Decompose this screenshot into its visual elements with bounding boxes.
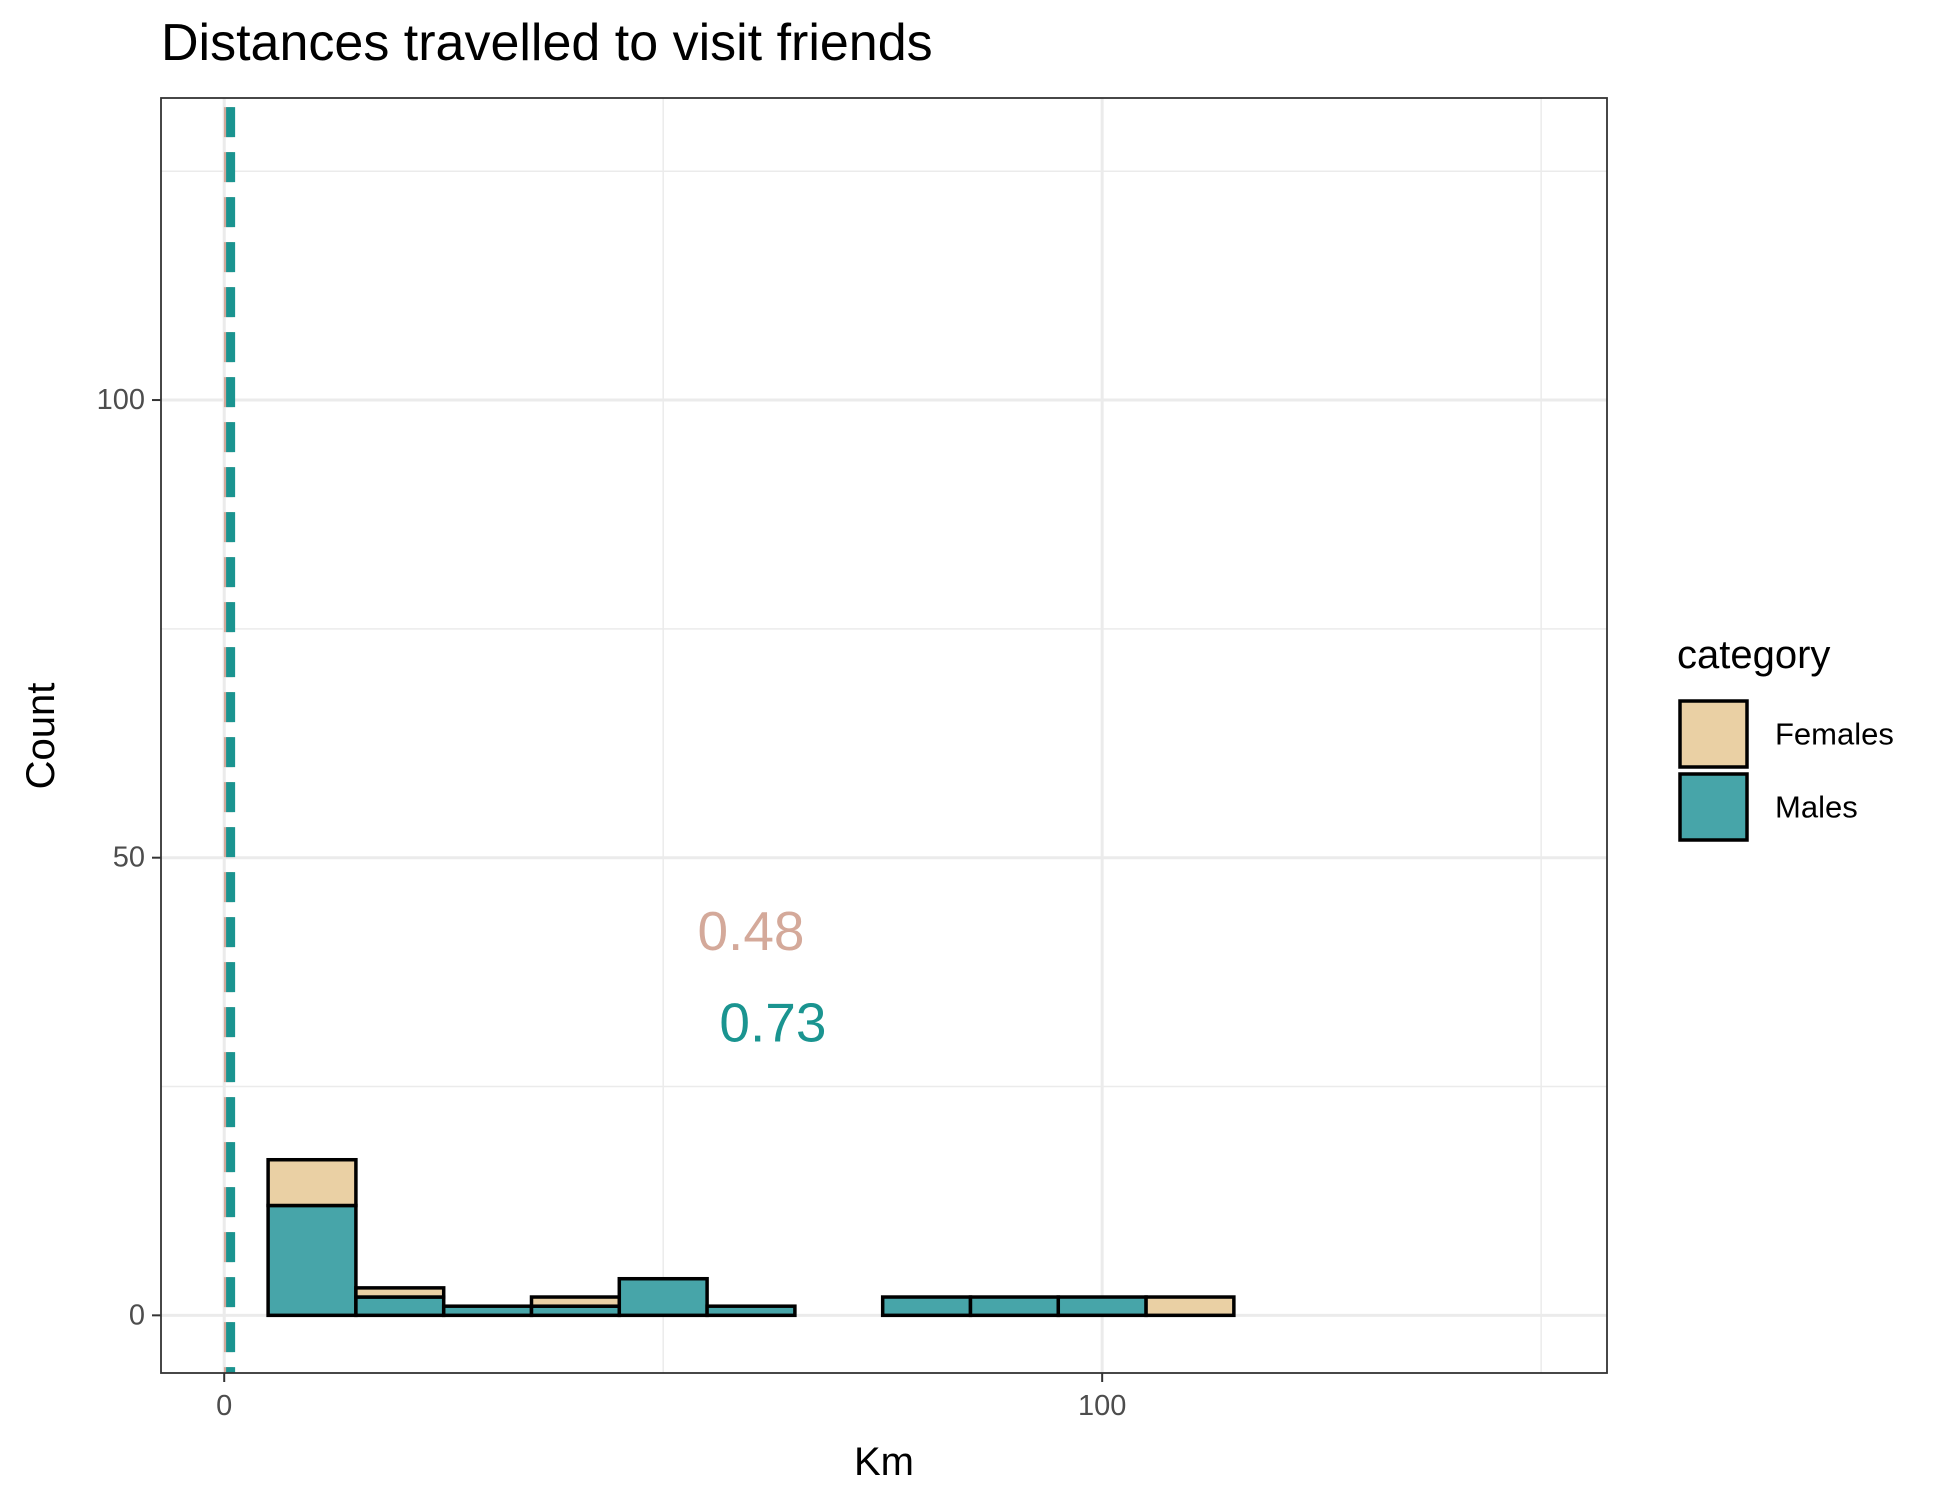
bar-females: [529, 1295, 622, 1308]
y-tick-label: 100: [97, 384, 145, 416]
bar-females: [266, 1157, 358, 1208]
panel-border: [160, 97, 1608, 1374]
legend-label-females: Females: [1775, 717, 1894, 752]
x-axis: 0 100: [216, 1373, 1126, 1422]
x-tick-label: 0: [216, 1390, 232, 1422]
legend-key-males: [1678, 772, 1749, 842]
legend: category Females Males: [1677, 633, 1894, 842]
bar-males: [354, 1295, 446, 1318]
reference-lines: [223, 107, 236, 1373]
legend-label-males: Males: [1775, 790, 1858, 825]
x-axis-title: Km: [854, 1440, 914, 1484]
panel-background: [161, 98, 1607, 1373]
x-tick-label: 100: [1078, 1390, 1126, 1422]
y-axis-title: Count: [19, 683, 63, 790]
annotation-label: 0.73: [719, 991, 826, 1053]
bar-females: [1144, 1295, 1236, 1318]
legend-title: category: [1677, 633, 1830, 677]
bar-males: [1056, 1295, 1148, 1318]
plot-panel: 0.48 0.73: [160, 97, 1608, 1374]
bar-males: [705, 1304, 797, 1318]
legend-key-females: [1678, 699, 1749, 769]
bars: [266, 1157, 1236, 1318]
bar-males: [880, 1295, 973, 1318]
bar-males: [266, 1203, 358, 1318]
bar-males: [617, 1276, 709, 1318]
y-tick-label: 0: [129, 1299, 145, 1331]
bar-males: [441, 1304, 534, 1318]
y-tick-label: 50: [113, 842, 145, 874]
annotation-label: 0.48: [697, 900, 804, 962]
bar-males: [968, 1295, 1061, 1318]
y-axis: 0 50 100: [97, 384, 161, 1331]
chart-title: Distances travelled to visit friends: [161, 14, 933, 72]
annotations: 0.48 0.73: [697, 900, 826, 1054]
bar-females: [354, 1286, 446, 1299]
